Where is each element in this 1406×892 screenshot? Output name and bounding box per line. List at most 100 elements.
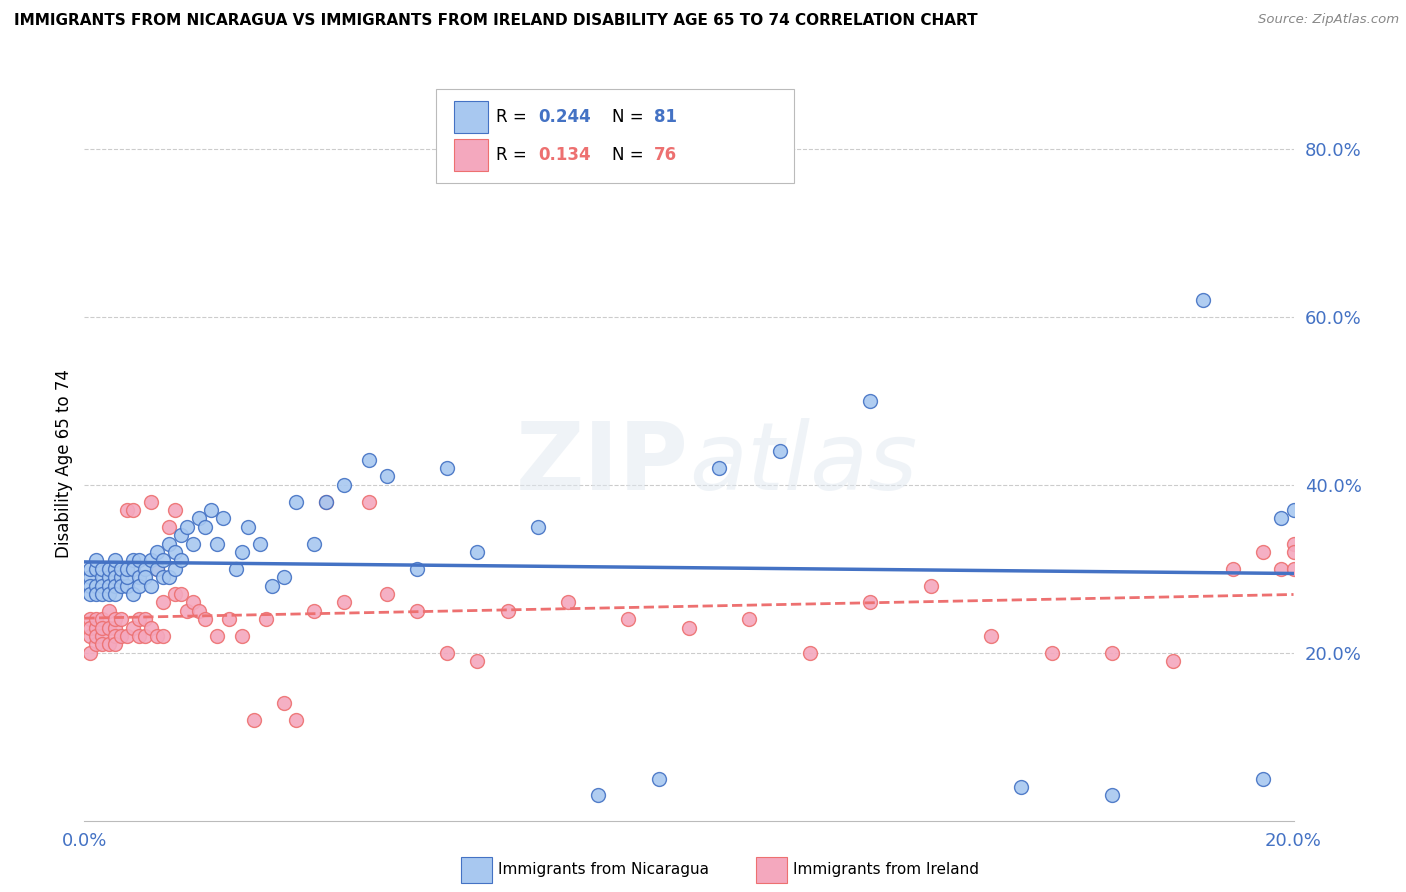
Point [134, 612, 156, 626]
Point [285, 494, 308, 508]
Point [315, 494, 337, 508]
Point [406, 562, 429, 576]
Point [799, 646, 821, 660]
Point [980, 629, 1002, 643]
Point [1011, 780, 1033, 794]
Point [115, 570, 138, 584]
Point [648, 772, 671, 786]
Point [79, 570, 101, 584]
Point [527, 520, 550, 534]
Point [97, 562, 120, 576]
Point [146, 545, 169, 559]
Point [302, 604, 325, 618]
Point [104, 612, 127, 626]
Point [188, 604, 211, 618]
Point [134, 629, 156, 643]
Point [86, 578, 108, 592]
Point [176, 604, 198, 618]
Point [333, 595, 356, 609]
Point [157, 570, 180, 584]
Point [769, 444, 792, 458]
Point [225, 562, 247, 576]
Point [91, 612, 114, 626]
Point [181, 595, 204, 609]
Point [139, 621, 162, 635]
Point [375, 469, 398, 483]
Point [1222, 562, 1244, 576]
Point [86, 587, 108, 601]
Point [212, 511, 235, 525]
Point [1192, 293, 1215, 307]
Point [859, 595, 882, 609]
Point [152, 570, 174, 584]
Point [86, 612, 108, 626]
Point [467, 545, 489, 559]
Point [357, 494, 380, 508]
Point [1270, 562, 1292, 576]
Point [79, 646, 101, 660]
Text: 81: 81 [654, 109, 676, 127]
Point [91, 587, 114, 601]
Point [128, 629, 150, 643]
Point [128, 578, 150, 592]
Point [86, 553, 108, 567]
Point [79, 587, 101, 601]
Point [157, 520, 180, 534]
Point [79, 578, 101, 592]
Point [91, 629, 114, 643]
Point [557, 595, 579, 609]
Point [146, 629, 169, 643]
Text: N =: N = [612, 145, 648, 163]
Text: Immigrants from Nicaragua: Immigrants from Nicaragua [498, 863, 709, 877]
Point [1101, 789, 1123, 803]
Point [97, 587, 120, 601]
Point [194, 612, 217, 626]
Point [97, 570, 120, 584]
Point [617, 612, 640, 626]
Point [188, 511, 211, 525]
Text: 0.134: 0.134 [538, 145, 591, 163]
Point [200, 503, 222, 517]
Point [218, 612, 240, 626]
Text: atlas: atlas [689, 418, 917, 509]
Point [170, 587, 193, 601]
Point [436, 646, 458, 660]
Point [152, 553, 174, 567]
Point [176, 520, 198, 534]
Point [104, 553, 127, 567]
Point [315, 494, 337, 508]
Point [859, 393, 882, 408]
Point [91, 621, 114, 635]
Point [115, 562, 138, 576]
Point [104, 570, 127, 584]
Point [139, 578, 162, 592]
Point [152, 595, 174, 609]
Point [128, 570, 150, 584]
Point [79, 562, 101, 576]
Point [86, 629, 108, 643]
Point [1253, 772, 1275, 786]
Text: 0.244: 0.244 [538, 109, 592, 127]
Point [357, 452, 380, 467]
Point [207, 536, 229, 550]
Point [97, 621, 120, 635]
Text: IMMIGRANTS FROM NICARAGUA VS IMMIGRANTS FROM IRELAND DISABILITY AGE 65 TO 74 COR: IMMIGRANTS FROM NICARAGUA VS IMMIGRANTS … [14, 13, 977, 29]
Point [79, 629, 101, 643]
Point [134, 570, 156, 584]
Point [194, 520, 217, 534]
Point [110, 570, 132, 584]
Point [115, 578, 138, 592]
Point [97, 637, 120, 651]
Point [86, 621, 108, 635]
Point [273, 570, 295, 584]
Point [91, 578, 114, 592]
Point [1282, 545, 1305, 559]
Point [236, 520, 259, 534]
Point [115, 629, 138, 643]
Point [110, 629, 132, 643]
Point [231, 545, 253, 559]
Point [115, 503, 138, 517]
Point [170, 528, 193, 542]
Point [86, 562, 108, 576]
Point [1253, 545, 1275, 559]
